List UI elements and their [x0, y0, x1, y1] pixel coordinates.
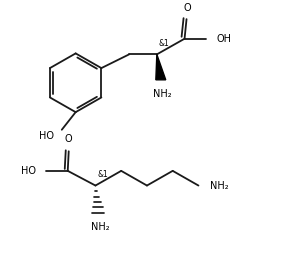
Text: NH₂: NH₂: [153, 89, 172, 99]
Text: NH₂: NH₂: [91, 222, 110, 232]
Text: &1: &1: [159, 39, 170, 47]
Text: &1: &1: [97, 170, 108, 179]
Polygon shape: [156, 54, 166, 80]
Text: OH: OH: [216, 34, 231, 44]
Text: O: O: [184, 3, 191, 13]
Text: HO: HO: [39, 131, 54, 140]
Text: NH₂: NH₂: [210, 181, 229, 190]
Text: HO: HO: [21, 166, 36, 176]
Text: O: O: [65, 134, 72, 144]
